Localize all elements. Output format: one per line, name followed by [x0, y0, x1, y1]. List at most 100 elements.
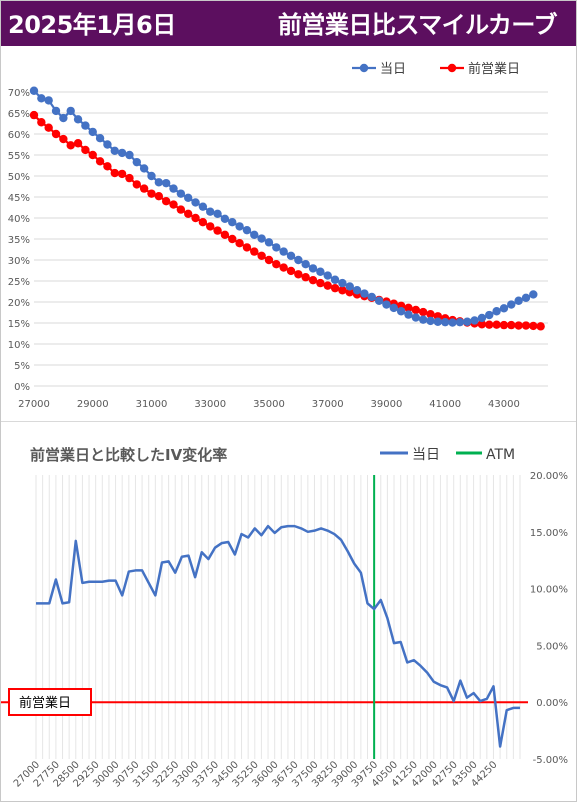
- legend-marker: [447, 63, 457, 73]
- x-tick-label: 31000: [136, 399, 168, 410]
- data-point: [396, 307, 406, 316]
- data-point: [184, 193, 193, 203]
- data-point: [73, 115, 83, 124]
- data-point: [81, 121, 90, 130]
- data-point: [125, 173, 134, 183]
- chart-title: 前営業日と比較したIV変化率: [30, 446, 227, 464]
- data-point: [139, 184, 149, 193]
- data-point: [426, 309, 435, 319]
- data-point: [176, 189, 186, 198]
- data-point: [88, 150, 97, 160]
- data-point: [279, 263, 288, 272]
- data-point: [154, 191, 164, 201]
- legend-marker: [359, 63, 369, 73]
- data-point: [499, 304, 509, 313]
- data-point: [338, 286, 347, 295]
- data-point: [360, 289, 369, 298]
- data-point: [117, 169, 127, 179]
- data-point: [242, 225, 252, 235]
- data-point: [125, 150, 134, 160]
- data-point: [110, 168, 119, 178]
- data-point: [514, 296, 523, 305]
- series-line: [33, 89, 534, 324]
- data-point: [418, 315, 428, 324]
- data-point: [103, 140, 112, 149]
- data-point: [88, 127, 97, 137]
- legend-label: 前営業日: [468, 61, 520, 77]
- data-point: [250, 247, 259, 256]
- x-tick-label: 33000: [194, 399, 226, 410]
- data-point: [161, 197, 171, 206]
- data-point: [161, 178, 171, 188]
- data-point: [529, 321, 538, 331]
- data-point: [147, 171, 156, 181]
- data-point: [95, 134, 105, 143]
- data-point: [184, 209, 193, 218]
- data-point: [308, 264, 318, 273]
- x-tick-labels: 2700027750285002925030000307503150032250…: [12, 759, 500, 789]
- data-point: [235, 222, 244, 231]
- data-point: [323, 271, 332, 280]
- series-previous: [29, 110, 545, 331]
- x-tick-label: 35000: [253, 399, 285, 410]
- data-point: [521, 293, 531, 302]
- data-point: [382, 300, 391, 309]
- data-point: [485, 310, 494, 320]
- data-point: [191, 213, 200, 223]
- data-point: [198, 202, 208, 211]
- data-point: [51, 129, 61, 139]
- y-tick-label: 50%: [8, 172, 30, 183]
- data-point: [257, 251, 266, 260]
- data-point: [220, 214, 230, 224]
- data-point: [37, 94, 46, 103]
- y-tick-label: 10.00%: [530, 585, 568, 596]
- data-point: [521, 321, 531, 330]
- data-point: [139, 164, 149, 173]
- legend-label: ATM: [486, 447, 515, 463]
- data-point: [103, 162, 112, 171]
- data-point: [441, 317, 450, 327]
- data-point: [206, 222, 215, 231]
- data-point: [286, 251, 296, 260]
- data-point: [44, 96, 53, 105]
- data-point: [529, 290, 538, 299]
- data-point: [132, 157, 141, 167]
- data-point: [316, 278, 325, 288]
- data-point: [470, 316, 479, 325]
- data-point: [272, 260, 281, 269]
- x-gridlines: [35, 475, 521, 759]
- data-point: [404, 303, 413, 313]
- series-today: [29, 86, 538, 327]
- data-point: [242, 243, 252, 252]
- y-tick-label: 60%: [8, 130, 30, 141]
- data-point: [213, 226, 222, 235]
- data-point: [536, 322, 545, 331]
- data-point: [404, 310, 413, 319]
- smile-curve-chart: 0% 5% 10% 15% 20% 25% 30% 35% 40% 45% 50% 55% 60% 65%…: [8, 61, 548, 410]
- y-tick-label: -5.00%: [533, 755, 568, 766]
- data-point: [59, 134, 68, 144]
- data-point: [418, 307, 428, 317]
- data-point: [206, 207, 215, 216]
- data-point: [345, 288, 354, 297]
- data-point: [279, 247, 288, 256]
- y-tick-labels: -5.00% 0.00% 5.00% 10.00% 15.00% 20.00%: [530, 471, 568, 766]
- data-point: [507, 300, 516, 309]
- y-gridlines: [34, 91, 548, 387]
- x-tick-label: 41000: [429, 399, 461, 410]
- data-point: [81, 145, 90, 155]
- data-point: [499, 320, 509, 330]
- date-label: 2025年1月6日: [8, 11, 176, 39]
- header-banner: 2025年1月6日 前営業日比スマイルカーブ: [0, 0, 577, 46]
- data-point: [485, 320, 494, 329]
- data-point: [29, 86, 39, 95]
- data-series: [0, 475, 528, 759]
- data-point: [117, 148, 127, 158]
- data-point: [352, 286, 362, 295]
- data-point: [308, 275, 318, 285]
- data-point: [95, 157, 105, 166]
- data-point: [477, 320, 487, 329]
- data-point: [514, 321, 523, 330]
- data-point: [463, 317, 472, 326]
- x-tick-label: 43000: [488, 399, 520, 410]
